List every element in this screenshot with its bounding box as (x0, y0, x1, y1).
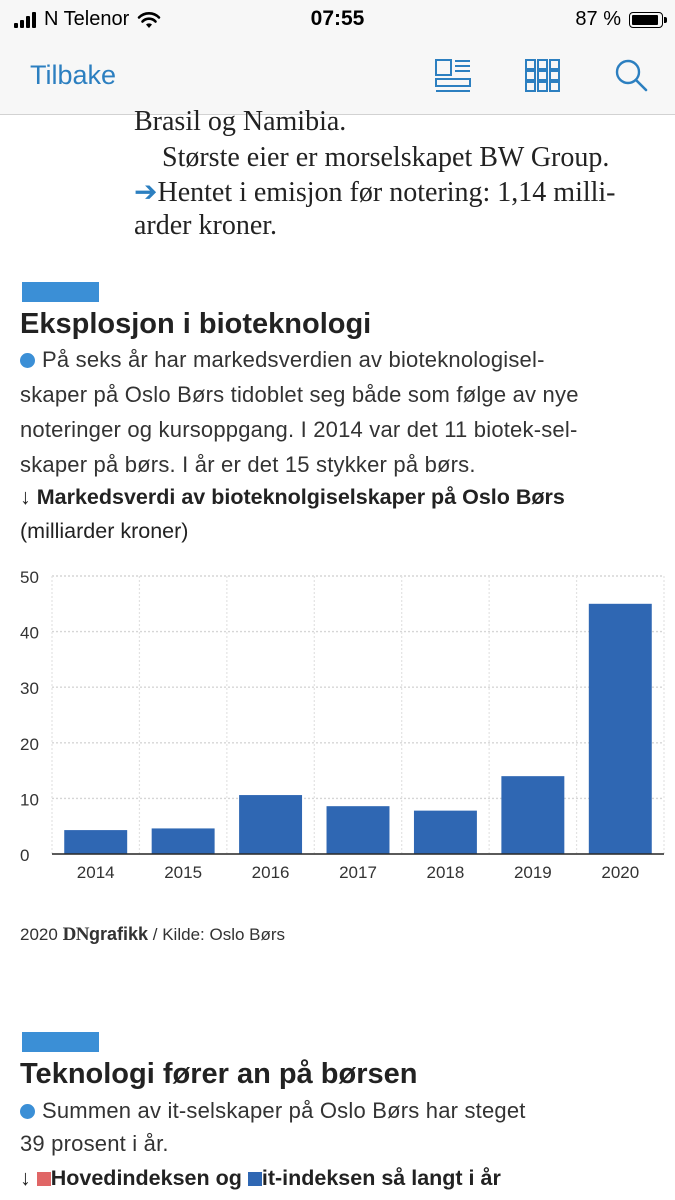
graphic1-intro-text: På seks år har markedsverdien av biotekn… (42, 347, 545, 372)
y-tick-label: 20 (20, 735, 39, 754)
y-tick-label: 0 (20, 846, 29, 865)
article-line-1: Brasil og Namibia. (134, 106, 347, 137)
section-marker-2 (22, 1032, 99, 1052)
article-bullet-line-2: arder kroner. (134, 210, 278, 241)
y-tick-label: 10 (20, 790, 39, 809)
back-button[interactable]: Tilbake (30, 60, 117, 90)
bar-2016 (239, 795, 303, 854)
graphic2-intro-line-2: 39 prosent i år. (20, 1131, 169, 1156)
legend-label-hovedindeksen: Hovedindeksen og (50, 1166, 248, 1190)
x-tick-label: 2019 (514, 863, 552, 882)
section-marker (22, 282, 99, 302)
layout-icon[interactable] (434, 58, 472, 94)
x-tick-label: 2016 (252, 863, 290, 882)
bar-2014 (64, 830, 128, 854)
bar-2018 (413, 810, 477, 854)
x-tick-label: 2020 (601, 863, 639, 882)
x-tick-label: 2015 (164, 863, 202, 882)
navigation-bar: Tilbake (0, 38, 675, 115)
graphic1-intro-line-3: noteringer og kursoppgang. I 2014 var de… (20, 417, 578, 442)
x-tick-label: 2017 (339, 863, 377, 882)
chart-label: ↓ Markedsverdi av bioteknolgiselskaper p… (20, 485, 565, 510)
bar-2019 (501, 776, 565, 854)
article-line-2: Største eier er morselskapet BW Group. (162, 142, 610, 173)
graphic2-intro-text: Summen av it-selskaper på Oslo Børs har … (42, 1098, 526, 1123)
x-tick-label: 2014 (77, 863, 115, 882)
bar-2015 (151, 828, 215, 854)
status-right: 87 % (575, 8, 667, 31)
grid-icon[interactable] (524, 58, 562, 94)
graphic2-title: Teknologi fører an på børsen (20, 1058, 418, 1090)
wifi-icon (137, 11, 161, 28)
article-bullet-line-1: ➔Hentet i emisjon før notering: 1,14 mil… (134, 175, 616, 209)
graphic1-intro-line-4: skaper på børs. I år er det 15 stykker p… (20, 452, 476, 477)
battery-icon (629, 11, 667, 28)
legend-label-it-indeksen: it-indeksen så langt i år (261, 1166, 501, 1190)
cellular-signal-icon (14, 11, 36, 28)
battery-percent: 87 % (575, 8, 621, 30)
status-time: 07:55 (310, 7, 365, 30)
status-left: N Telenor (14, 8, 161, 31)
chart-unit: (milliarder kroner) (20, 519, 189, 543)
status-bar: N Telenor 07:55 87 % (0, 0, 675, 38)
bullet-dot-icon (20, 353, 35, 368)
credit-year: 2020 (20, 925, 58, 944)
graphic2-intro-line-1: Summen av it-selskaper på Oslo Børs har … (20, 1098, 526, 1124)
search-icon[interactable] (614, 58, 650, 94)
article-bullet-text: Hentet i emisjon før notering: 1,14 mill… (157, 177, 616, 208)
carrier-name: N Telenor (44, 8, 130, 30)
credit-brand-dn: DN (62, 924, 90, 945)
chart-label-text: ↓ Markedsverdi av bioteknolgiselskaper p… (20, 485, 565, 509)
credit-source: / Kilde: Oslo Børs (148, 925, 286, 944)
bullet-dot-icon (20, 1104, 35, 1119)
arrow-right-icon: ➔ (134, 177, 158, 208)
graphic1-intro-line-2: skaper på Oslo Børs tidoblet seg både so… (20, 382, 579, 407)
graphic2-legend: ↓ Hovedindeksen og it-indeksen så langt … (20, 1166, 501, 1191)
graphic1-title: Eksplosjon i bioteknologi (20, 308, 372, 340)
y-tick-label: 50 (20, 568, 39, 587)
legend-arrow: ↓ (20, 1166, 37, 1190)
y-tick-label: 30 (20, 679, 39, 698)
y-tick-label: 40 (20, 624, 39, 643)
legend-swatch-hovedindeksen (36, 1172, 51, 1186)
bar-2020 (588, 603, 652, 854)
graphic1-credit: 2020 DNgrafikk / Kilde: Oslo Børs (20, 924, 285, 946)
bar-chart: 0 10 20 30 40 50 2014 2015 2016 2017 2018 2019 2020 (20, 568, 665, 882)
bar-2017 (326, 806, 390, 854)
legend-swatch-it-indeksen (247, 1172, 262, 1186)
graphic1-intro-line-1: På seks år har markedsverdien av biotekn… (20, 347, 545, 373)
x-tick-label: 2018 (427, 863, 465, 882)
credit-brand-grafikk: grafikk (89, 924, 149, 944)
